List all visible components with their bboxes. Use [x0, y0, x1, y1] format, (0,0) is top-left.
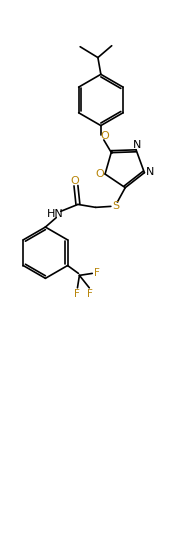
Text: N: N	[146, 167, 155, 177]
Text: S: S	[112, 201, 119, 211]
Text: O: O	[71, 176, 79, 186]
Text: O: O	[95, 169, 104, 179]
Text: F: F	[74, 289, 79, 299]
Text: O: O	[101, 132, 110, 141]
Text: HN: HN	[47, 209, 64, 219]
Text: F: F	[94, 269, 100, 278]
Text: N: N	[133, 140, 141, 150]
Text: F: F	[87, 289, 93, 299]
